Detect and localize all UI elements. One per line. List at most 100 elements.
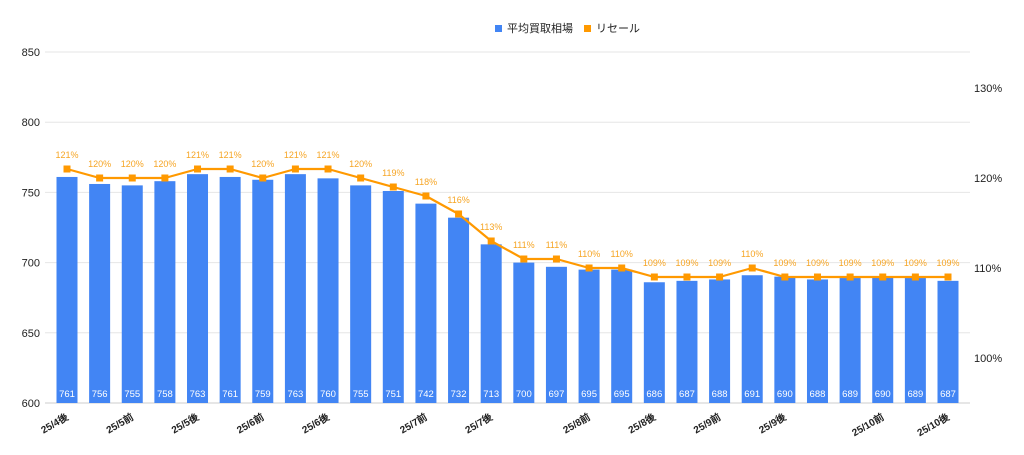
line-point[interactable]: 110% xyxy=(611,249,633,272)
line-point[interactable]: 109% xyxy=(708,258,731,281)
bar[interactable]: 688 xyxy=(709,279,731,403)
legend-item-0[interactable]: 平均買取相場 xyxy=(495,22,573,35)
point-marker-icon xyxy=(63,165,71,173)
line-point[interactable]: 121% xyxy=(284,150,307,173)
point-marker-icon xyxy=(650,273,658,281)
bar[interactable]: 688 xyxy=(806,279,828,403)
point-marker-icon xyxy=(161,174,169,182)
bar[interactable]: 713 xyxy=(480,244,502,403)
bar[interactable]: 755 xyxy=(350,185,372,403)
point-value-label: 121% xyxy=(186,150,209,160)
line-point[interactable]: 109% xyxy=(839,258,862,281)
line-point[interactable]: 120% xyxy=(121,159,144,182)
bar[interactable]: 758 xyxy=(154,181,176,403)
x-axis-tick: 25/8前 xyxy=(561,410,593,436)
point-marker-icon xyxy=(813,273,821,281)
x-axis-tick: 25/10前 xyxy=(849,410,886,439)
bar[interactable]: 690 xyxy=(774,276,796,403)
bar[interactable]: 689 xyxy=(839,278,861,403)
x-axis-tick: 25/5前 xyxy=(104,410,136,436)
line-point[interactable]: 121% xyxy=(186,150,209,173)
x-axis-tick: 25/9後 xyxy=(756,410,789,436)
line-point[interactable]: 111% xyxy=(546,240,568,263)
bar[interactable]: 686 xyxy=(643,282,665,403)
line-point[interactable]: 119% xyxy=(382,168,404,191)
point-marker-icon xyxy=(226,165,234,173)
bar[interactable]: 763 xyxy=(284,174,306,403)
left-axis-tick: 800 xyxy=(22,117,40,129)
point-value-label: 110% xyxy=(578,249,600,259)
bar[interactable]: 751 xyxy=(382,190,404,403)
bar[interactable]: 687 xyxy=(676,280,698,403)
line-point[interactable]: 109% xyxy=(643,258,666,281)
point-marker-icon xyxy=(259,174,267,182)
line-point[interactable]: 110% xyxy=(741,249,763,272)
line-point[interactable]: 109% xyxy=(904,258,927,281)
point-value-label: 120% xyxy=(349,159,372,169)
bar[interactable]: 695 xyxy=(578,269,600,403)
point-value-label: 121% xyxy=(219,150,242,160)
line-point[interactable]: 113% xyxy=(480,222,502,245)
point-value-label: 110% xyxy=(611,249,633,259)
left-axis-tick: 600 xyxy=(22,398,40,410)
line-point[interactable]: 116% xyxy=(447,195,470,218)
right-axis-tick: 100% xyxy=(974,353,1002,365)
bar-value-label: 689 xyxy=(907,389,923,400)
line-point[interactable]: 120% xyxy=(88,159,111,182)
left-axis-tick: 850 xyxy=(22,47,40,59)
point-marker-icon xyxy=(291,165,299,173)
bar-value-label: 755 xyxy=(353,389,369,400)
line-series-resale: 121% 120% 120% 120% 121% 121% 120% 121% 121% 120%… xyxy=(55,150,960,281)
bar[interactable]: 690 xyxy=(872,276,894,403)
bar[interactable]: 700 xyxy=(513,262,535,403)
bar[interactable]: 695 xyxy=(611,269,633,403)
bar[interactable]: 759 xyxy=(252,179,274,403)
bar-value-label: 691 xyxy=(744,389,760,400)
point-marker-icon xyxy=(911,273,919,281)
bar[interactable]: 691 xyxy=(741,275,763,403)
line-point[interactable]: 109% xyxy=(806,258,829,281)
point-value-label: 113% xyxy=(480,222,502,232)
line-point[interactable]: 109% xyxy=(773,258,796,281)
bar[interactable]: 755 xyxy=(121,185,143,403)
left-axis-tick: 750 xyxy=(22,187,40,199)
bar[interactable]: 760 xyxy=(317,178,339,403)
line-point[interactable]: 110% xyxy=(578,249,600,272)
point-value-label: 116% xyxy=(447,195,469,205)
line-point[interactable]: 109% xyxy=(675,258,698,281)
legend-swatch-icon xyxy=(584,25,591,32)
legend-item-1[interactable]: リセール xyxy=(584,22,640,35)
bar[interactable]: 689 xyxy=(904,278,926,403)
line-point[interactable]: 121% xyxy=(55,150,79,173)
line-point[interactable]: 111% xyxy=(513,240,535,263)
bar-value-label: 687 xyxy=(679,389,695,400)
bar[interactable]: 742 xyxy=(415,203,437,403)
point-marker-icon xyxy=(194,165,202,173)
line-point[interactable]: 120% xyxy=(349,159,372,182)
line-point[interactable]: 120% xyxy=(251,159,274,182)
bar-value-label: 697 xyxy=(549,389,565,400)
legend: 平均買取相場 リセール xyxy=(495,22,640,35)
line-point[interactable]: 109% xyxy=(936,258,960,281)
point-marker-icon xyxy=(357,174,365,182)
line-point[interactable]: 118% xyxy=(415,177,437,200)
line-point[interactable]: 121% xyxy=(317,150,340,173)
bar[interactable]: 761 xyxy=(219,176,241,403)
point-value-label: 121% xyxy=(317,150,340,160)
point-marker-icon xyxy=(879,273,887,281)
line-point[interactable]: 121% xyxy=(219,150,242,173)
bar-value-label: 700 xyxy=(516,389,532,400)
bar[interactable]: 687 xyxy=(937,280,959,403)
point-value-label: 110% xyxy=(741,249,763,259)
bar[interactable]: 763 xyxy=(187,174,209,403)
line-point[interactable]: 109% xyxy=(871,258,894,281)
point-marker-icon xyxy=(520,255,528,263)
bar[interactable]: 732 xyxy=(448,217,470,403)
bar[interactable]: 697 xyxy=(545,266,567,403)
bar-value-label: 759 xyxy=(255,389,271,400)
bar[interactable]: 756 xyxy=(89,183,111,403)
bar-value-label: 690 xyxy=(777,389,793,400)
bar[interactable]: 761 xyxy=(56,176,78,403)
point-marker-icon xyxy=(716,273,724,281)
line-point[interactable]: 120% xyxy=(153,159,176,182)
